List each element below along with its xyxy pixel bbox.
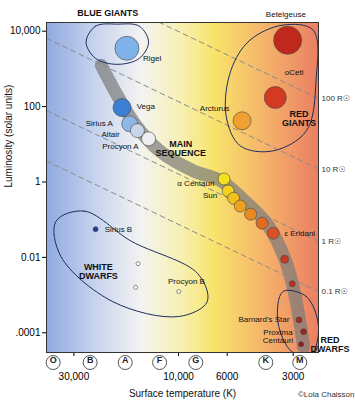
svg-text:A: A xyxy=(122,355,129,365)
svg-text:0.01: 0.01 xyxy=(21,252,41,263)
svg-text:K: K xyxy=(263,355,270,365)
svg-text:Rigel: Rigel xyxy=(143,54,161,63)
svg-text:100: 100 xyxy=(24,101,41,112)
svg-text:Arcturus: Arcturus xyxy=(200,104,230,113)
svg-text:ε Eridani: ε Eridani xyxy=(284,229,315,238)
svg-text:Vega: Vega xyxy=(137,102,156,111)
svg-text:30,000: 30,000 xyxy=(59,371,90,382)
svg-text:.0001: .0001 xyxy=(15,327,40,338)
svg-text:Barnard's Star: Barnard's Star xyxy=(238,315,289,324)
svg-text:Procyon B: Procyon B xyxy=(168,277,205,286)
svg-text:10 R☉: 10 R☉ xyxy=(322,165,346,174)
svg-text:WHITEDWARFS: WHITEDWARFS xyxy=(79,262,118,281)
svg-text:ProximaCentauri: ProximaCentauri xyxy=(263,328,293,345)
svg-text:Sirius A: Sirius A xyxy=(86,119,114,128)
svg-text:MAINSEQUENCE: MAINSEQUENCE xyxy=(155,139,206,158)
svg-text:Altair: Altair xyxy=(102,130,121,139)
svg-text:F: F xyxy=(157,355,163,365)
svg-text:6000: 6000 xyxy=(216,371,239,382)
svg-text:REDGIANTS: REDGIANTS xyxy=(282,109,316,128)
svg-text:G: G xyxy=(192,355,199,365)
svg-text:1 R☉: 1 R☉ xyxy=(322,237,342,246)
svg-text:οCeti: οCeti xyxy=(285,68,304,77)
svg-text:Sun: Sun xyxy=(203,191,217,200)
svg-text:10,000: 10,000 xyxy=(163,371,194,382)
svg-text:1: 1 xyxy=(35,176,41,187)
svg-text:BLUE GIANTS: BLUE GIANTS xyxy=(77,8,138,18)
svg-text:M: M xyxy=(296,355,304,365)
svg-text:Luminosity (solar units): Luminosity (solar units) xyxy=(3,85,14,188)
svg-text:Sirius B: Sirius B xyxy=(105,225,133,234)
svg-text:3000: 3000 xyxy=(282,371,305,382)
svg-text:Procyon A: Procyon A xyxy=(102,142,139,151)
svg-text:©Lola Chaisson: ©Lola Chaisson xyxy=(298,390,355,399)
svg-text:100 R☉: 100 R☉ xyxy=(322,94,351,103)
svg-text:10,000: 10,000 xyxy=(10,25,41,36)
svg-text:α Centauri: α Centauri xyxy=(177,179,214,188)
svg-text:0.1 R☉: 0.1 R☉ xyxy=(322,287,348,296)
svg-text:O: O xyxy=(50,355,57,365)
svg-text:B: B xyxy=(87,355,94,365)
svg-text:REDDWARFS: REDDWARFS xyxy=(310,335,349,354)
svg-text:Surface temperature (K): Surface temperature (K) xyxy=(129,388,236,399)
svg-text:Betelgeuse: Betelgeuse xyxy=(266,10,307,19)
